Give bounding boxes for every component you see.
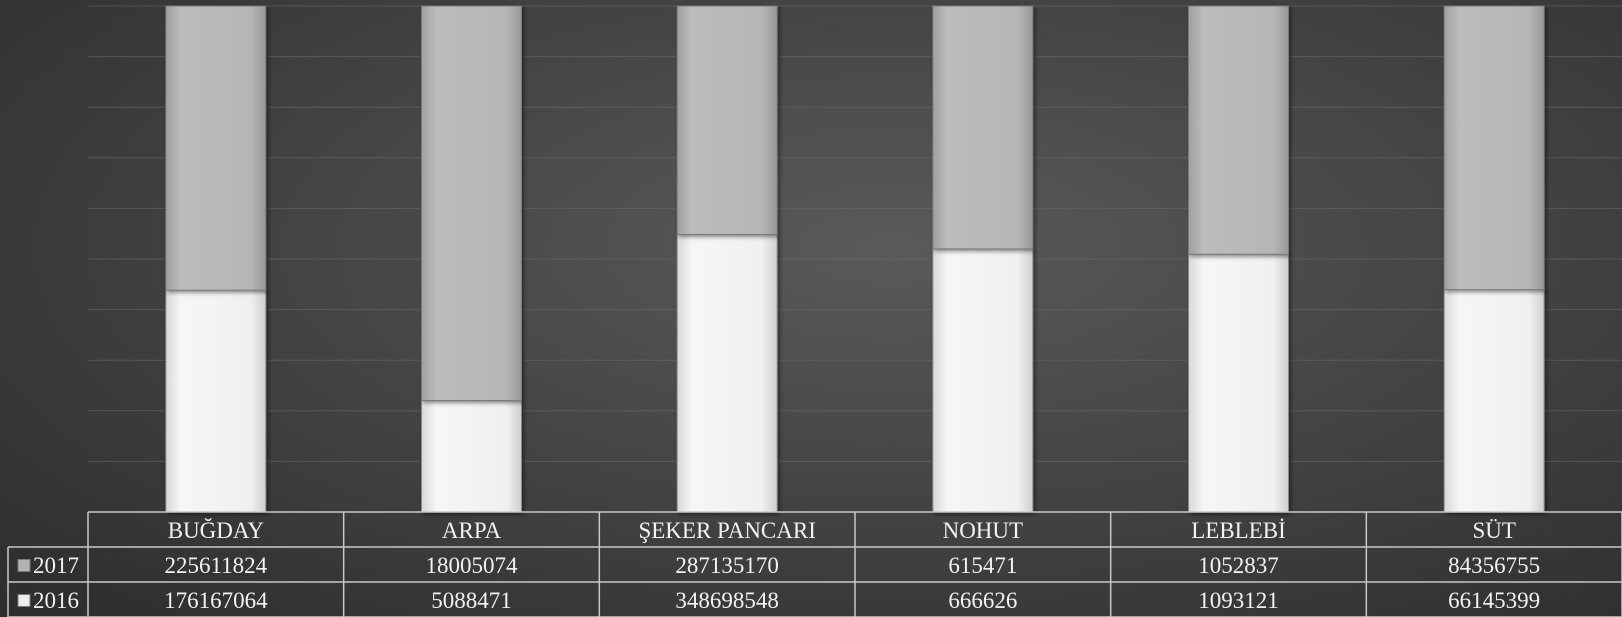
data-label: 287135170	[675, 553, 779, 578]
legend-label: 2017	[33, 553, 79, 578]
data-label: 615471	[948, 553, 1017, 578]
bar-2017-0	[165, 5, 267, 291]
bar-2017-5	[1443, 5, 1545, 291]
data-label: 666626	[948, 588, 1017, 613]
data-label: 18005074	[426, 553, 519, 578]
bar-2016-1	[421, 400, 522, 513]
legend-label: 2016	[33, 588, 79, 613]
tick-label: NOHUT	[943, 518, 1024, 543]
data-table: BUĞDAY ARPA ŞEKER PANCARI NOHUT LEBLEBİ SÜT 20…	[7, 511, 1622, 617]
gridlines	[88, 5, 1622, 513]
bar-2017-2	[676, 5, 778, 236]
bar-2016-4	[1188, 253, 1289, 513]
data-label: 348698548	[675, 588, 779, 613]
data-label: 5088471	[431, 588, 512, 613]
bar-2017-3	[932, 5, 1034, 250]
bar-2017-1	[421, 5, 522, 402]
legend-key-2016	[17, 594, 31, 607]
legend-key-2017	[17, 559, 31, 572]
data-label: 84356755	[1448, 553, 1540, 578]
bar-2016-5	[1443, 289, 1545, 513]
data-label: 1052837	[1198, 553, 1279, 578]
bars	[165, 5, 1545, 513]
tick-label: BUĞDAY	[168, 518, 265, 543]
data-label: 176167064	[164, 588, 268, 613]
bar-2016-2	[676, 234, 778, 513]
tick-label: SÜT	[1472, 518, 1515, 543]
bar-2017-4	[1188, 5, 1289, 255]
data-label: 225611824	[165, 553, 268, 578]
tick-label: LEBLEBİ	[1191, 518, 1286, 543]
data-label: 66145399	[1448, 588, 1540, 613]
tick-label: ŞEKER PANCARI	[638, 518, 815, 543]
bar-2016-0	[165, 289, 267, 513]
data-label: 1093121	[1198, 588, 1279, 613]
tick-label: ARPA	[442, 518, 502, 543]
bar-2016-3	[932, 248, 1034, 513]
